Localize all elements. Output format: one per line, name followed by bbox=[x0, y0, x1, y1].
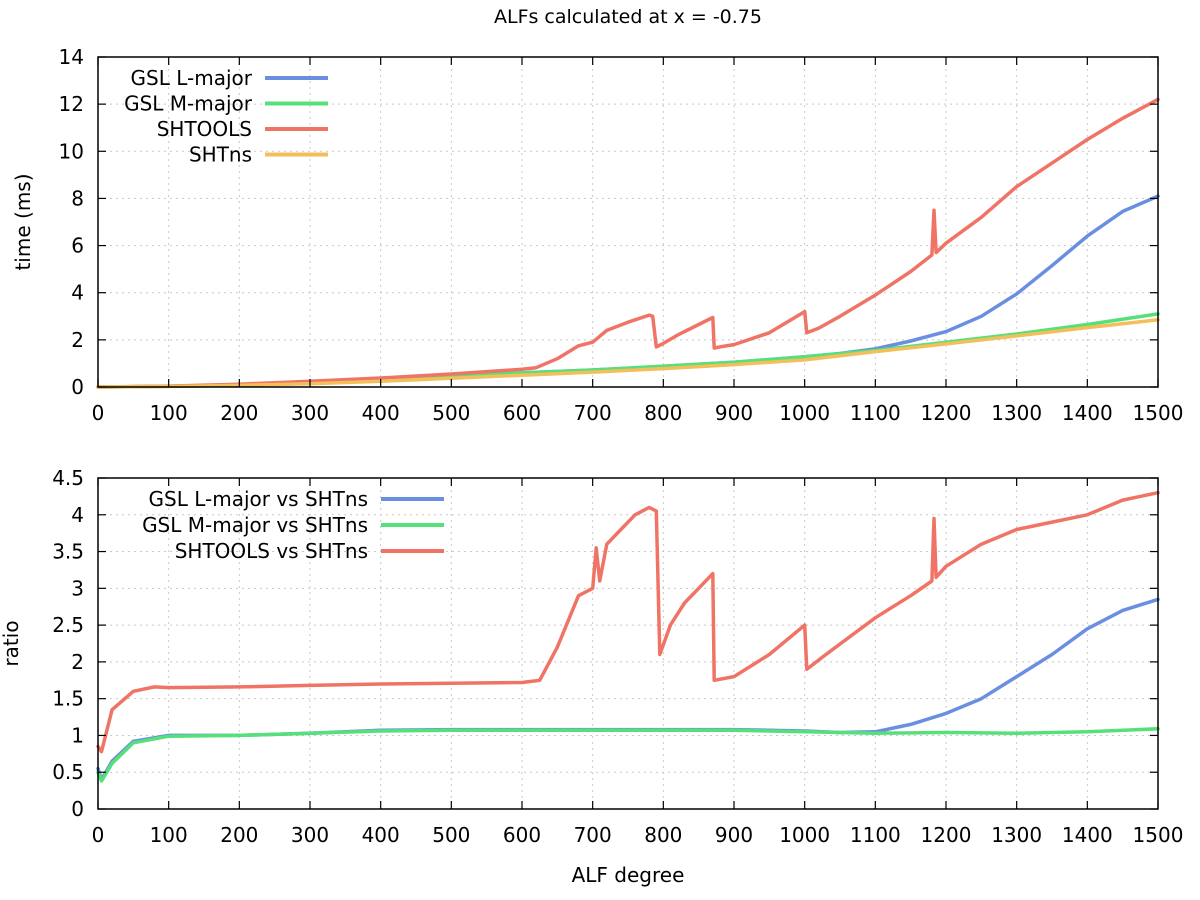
x-tick-label: 1100 bbox=[850, 823, 901, 847]
y-tick-label: 0.5 bbox=[52, 760, 84, 784]
x-tick-label: 500 bbox=[432, 401, 470, 425]
plot-frame bbox=[97, 56, 1159, 388]
chart-panel-2: 0 100 200 300 400 500 600 700 800 900 1000 1100 1200… bbox=[0, 466, 1183, 887]
x-tick-label: 500 bbox=[432, 823, 470, 847]
x-tick-label: 400 bbox=[362, 823, 400, 847]
y-tick-label: 4 bbox=[71, 503, 84, 527]
series-line bbox=[96, 97, 1160, 389]
x-tick-label: 800 bbox=[644, 823, 682, 847]
x-tick-label: 200 bbox=[220, 401, 258, 425]
series-group bbox=[96, 490, 1160, 783]
y-tick-label: 3.5 bbox=[52, 540, 84, 564]
legend-label: SHTOOLS bbox=[157, 117, 252, 141]
y-tick-label: 6 bbox=[71, 234, 84, 258]
series-line bbox=[96, 727, 1160, 783]
series-line bbox=[96, 194, 1160, 389]
x-tick-label: 1300 bbox=[991, 823, 1042, 847]
y-tick-label: 4.5 bbox=[52, 466, 84, 490]
legend-label: SHTns bbox=[189, 143, 252, 167]
y-tick-label: 1 bbox=[71, 723, 84, 747]
x-tick-label: 1400 bbox=[1062, 401, 1113, 425]
y-tick-label: 2 bbox=[71, 328, 84, 352]
y-tick-label: 10 bbox=[59, 139, 84, 163]
x-tick-label: 100 bbox=[150, 401, 188, 425]
y-tick-label: 1.5 bbox=[52, 687, 84, 711]
x-tick-label: 600 bbox=[503, 401, 541, 425]
x-tick-label: 300 bbox=[291, 823, 329, 847]
y-tick-label: 2 bbox=[71, 650, 84, 674]
y-tick-label: 12 bbox=[59, 92, 84, 116]
chart-panel-1: 0 100 200 300 400 500 600 700 800 900 1000 1100 1200… bbox=[11, 6, 1183, 425]
legend-label: GSL L-major bbox=[131, 66, 253, 90]
legend-label: GSL M-major vs SHTns bbox=[142, 513, 368, 537]
x-tick-label: 900 bbox=[715, 401, 753, 425]
plot-frame bbox=[97, 477, 1159, 810]
x-tick-label: 1200 bbox=[921, 401, 972, 425]
y-tick-label: 0 bbox=[71, 797, 84, 821]
series-line bbox=[96, 318, 1160, 389]
legend-label: GSL L-major vs SHTns bbox=[149, 487, 368, 511]
x-tick-label: 0 bbox=[92, 401, 105, 425]
chart-title: ALFs calculated at x = -0.75 bbox=[494, 6, 762, 28]
legend-label: SHTOOLS vs SHTns bbox=[175, 539, 368, 563]
x-tick-label: 1300 bbox=[991, 401, 1042, 425]
x-tick-label: 300 bbox=[291, 401, 329, 425]
x-tick-label: 1000 bbox=[779, 401, 830, 425]
x-tick-label: 900 bbox=[715, 823, 753, 847]
x-tick-label: 1100 bbox=[850, 401, 901, 425]
series-line bbox=[96, 597, 1160, 782]
y-axis-title: time (ms) bbox=[11, 173, 35, 270]
y-tick-label: 8 bbox=[71, 186, 84, 210]
x-tick-label: 1000 bbox=[779, 823, 830, 847]
x-tick-label: 200 bbox=[220, 823, 258, 847]
x-tick-label: 700 bbox=[574, 401, 612, 425]
x-tick-label: 100 bbox=[150, 823, 188, 847]
x-axis-title: ALF degree bbox=[572, 863, 685, 887]
series-line bbox=[96, 312, 1160, 389]
series-line bbox=[96, 490, 1160, 754]
x-tick-label: 1500 bbox=[1133, 401, 1184, 425]
x-tick-label: 700 bbox=[574, 823, 612, 847]
y-tick-label: 3 bbox=[71, 576, 84, 600]
x-tick-label: 600 bbox=[503, 823, 541, 847]
x-tick-label: 1500 bbox=[1133, 823, 1184, 847]
x-tick-label: 400 bbox=[362, 401, 400, 425]
series-group bbox=[96, 97, 1160, 389]
x-tick-label: 800 bbox=[644, 401, 682, 425]
y-tick-label: 2.5 bbox=[52, 613, 84, 637]
x-tick-label: 1200 bbox=[921, 823, 972, 847]
legend-label: GSL M-major bbox=[124, 92, 253, 116]
y-tick-label: 14 bbox=[59, 45, 84, 69]
x-tick-label: 1400 bbox=[1062, 823, 1113, 847]
y-tick-label: 0 bbox=[71, 375, 84, 399]
x-tick-label: 0 bbox=[92, 823, 105, 847]
y-tick-label: 4 bbox=[71, 281, 84, 305]
y-axis-title: ratio bbox=[0, 620, 23, 666]
